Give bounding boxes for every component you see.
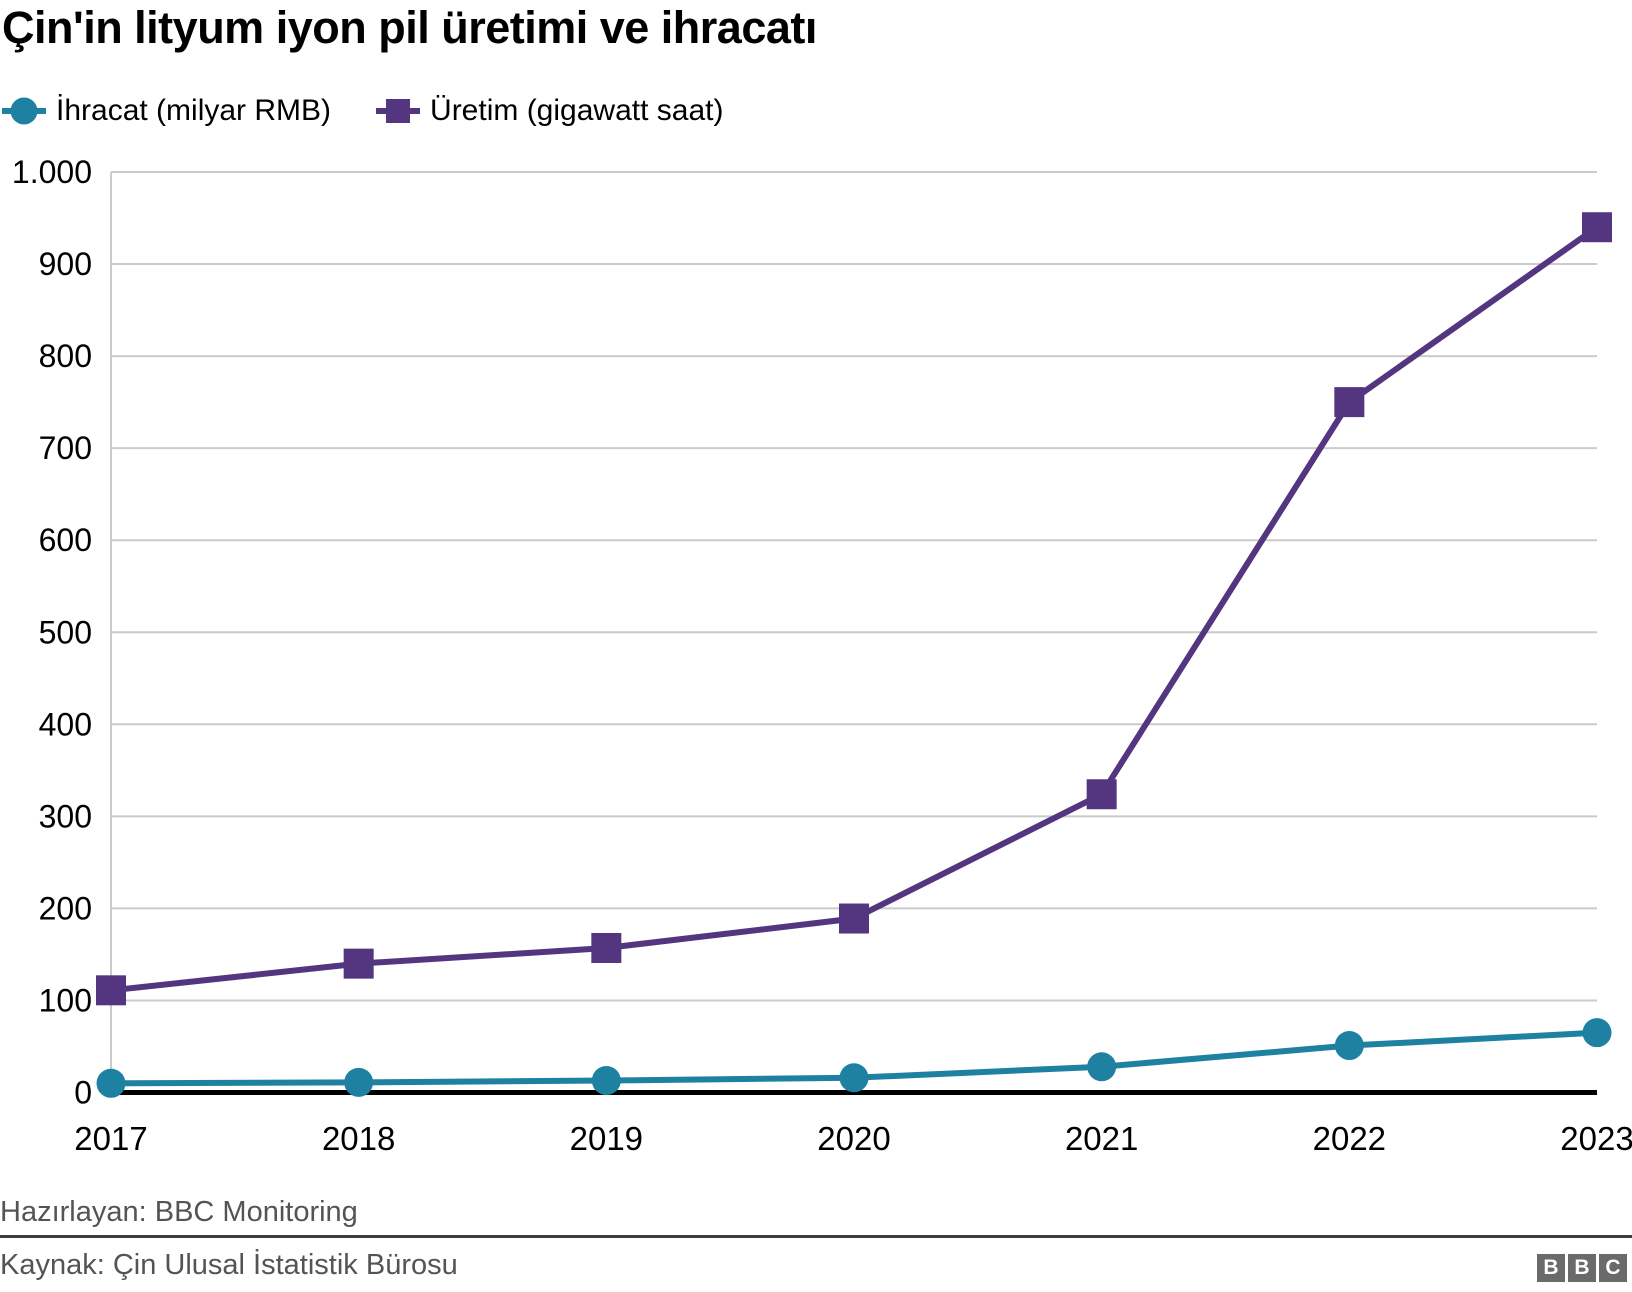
data-point-circle: [591, 1066, 621, 1096]
legend-item-uretim: Üretim (gigawatt saat): [376, 94, 723, 128]
attribution-text: Hazırlayan: BBC Monitoring: [0, 1196, 358, 1228]
legend-label-ihracat: İhracat (milyar RMB): [56, 94, 332, 127]
data-point-circle: [344, 1067, 374, 1097]
page-title: Çin'in lityum iyon pil üretimi ve ihraca…: [2, 2, 817, 53]
x-tick-label: 2018: [322, 1120, 395, 1157]
x-tick-label: 2017: [74, 1120, 147, 1157]
x-tick-label: 2022: [1313, 1120, 1386, 1157]
y-tick-label: 700: [39, 430, 92, 466]
line-circle-marker-icon: [2, 96, 46, 126]
data-point-square: [591, 932, 622, 963]
data-point-square: [96, 975, 126, 1006]
data-point-circle: [96, 1068, 126, 1098]
x-tick-label: 2023: [1560, 1120, 1632, 1157]
legend-label-uretim: Üretim (gigawatt saat): [430, 94, 724, 127]
bbc-logo-letter: C: [1599, 1254, 1627, 1282]
y-tick-label: 100: [39, 982, 92, 1018]
x-tick-label: 2020: [817, 1120, 890, 1157]
x-tick-label: 2019: [570, 1120, 643, 1157]
y-tick-label: 900: [39, 246, 92, 282]
series-line-square: [110, 224, 1599, 994]
data-point-square: [1334, 387, 1365, 418]
legend: İhracat (milyar RMB) Üretim (gigawatt sa…: [2, 94, 723, 128]
y-tick-label: 0: [74, 1075, 92, 1111]
y-tick-label: 500: [39, 614, 92, 650]
source-text: Kaynak: Çin Ulusal İstatistik Bürosu: [0, 1249, 458, 1281]
data-point-circle: [839, 1063, 869, 1093]
line-square-marker-icon: [376, 96, 421, 126]
data-point-square: [839, 903, 869, 934]
y-tick-label: 600: [39, 522, 92, 558]
data-point-square: [1582, 212, 1612, 243]
y-tick-label: 200: [39, 890, 92, 926]
bbc-logo: B B C: [1537, 1254, 1627, 1282]
data-point-square: [343, 948, 374, 979]
bbc-logo-letter: B: [1537, 1254, 1565, 1282]
y-tick-label: 1.000: [12, 154, 92, 190]
footer-divider: [0, 1235, 1632, 1238]
data-point-circle: [1087, 1052, 1117, 1082]
bbc-logo-letter: B: [1568, 1254, 1596, 1282]
data-point-square: [1086, 779, 1117, 810]
x-tick-label: 2021: [1065, 1120, 1138, 1157]
y-tick-label: 300: [39, 798, 92, 834]
y-tick-label: 800: [39, 338, 92, 374]
data-point-circle: [1334, 1031, 1364, 1061]
legend-item-ihracat: İhracat (milyar RMB): [2, 94, 331, 128]
data-point-circle: [1582, 1018, 1612, 1048]
y-tick-label: 400: [39, 706, 92, 742]
